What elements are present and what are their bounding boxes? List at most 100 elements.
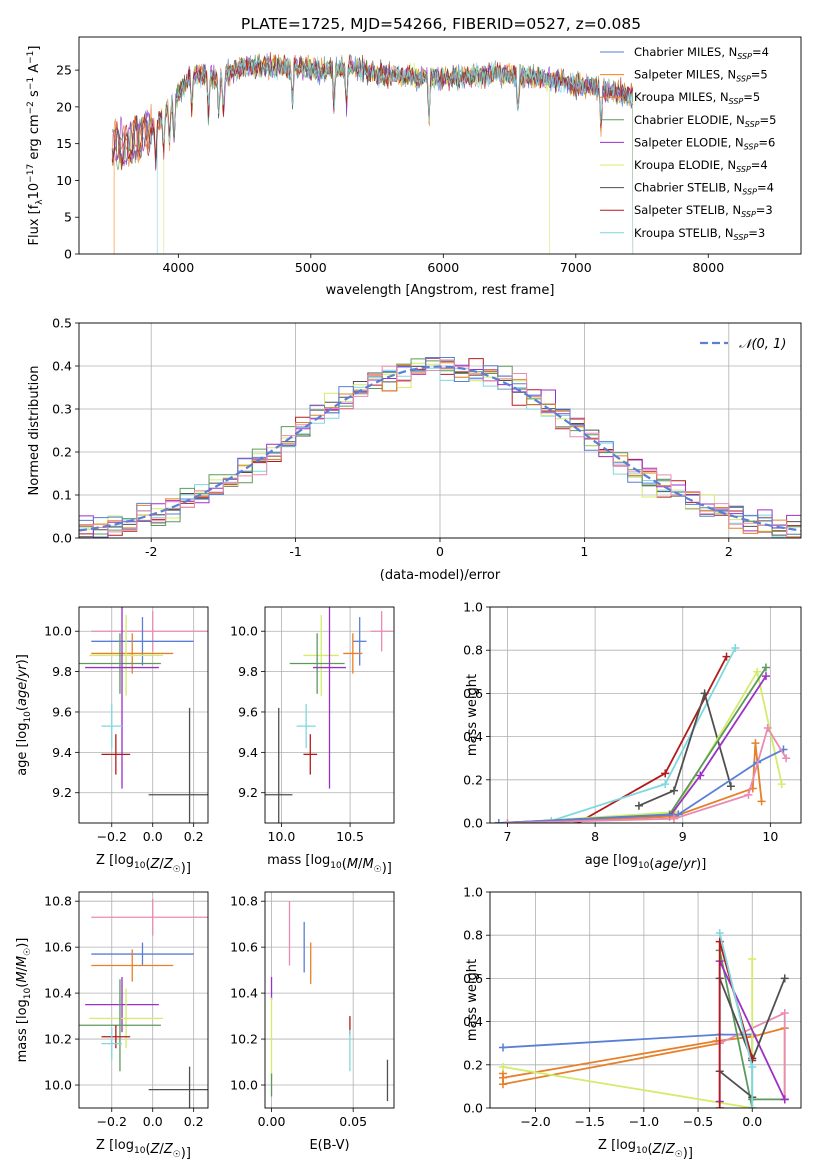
x-axis-label-part: (data-model)/error xyxy=(380,568,501,583)
errorbar-point xyxy=(89,615,163,696)
errorbar-points xyxy=(79,898,208,1108)
legend-entry: Kroupa ELODIE, NSSP=4 xyxy=(634,158,768,174)
legend-subscript: SSP xyxy=(741,210,756,219)
y-tick-label: 10 xyxy=(56,173,72,188)
legend-subscript: SSP xyxy=(742,188,757,197)
y-tick-label: 0.6 xyxy=(463,686,483,701)
y-tick-label: 0.0 xyxy=(463,816,483,831)
x-tick-label: 10.5 xyxy=(336,829,364,844)
x-axis-label-part: Z xyxy=(150,857,161,872)
y-tick-label: 9.6 xyxy=(238,704,258,719)
legend-count: =4 xyxy=(751,158,768,172)
weight-line xyxy=(507,669,783,823)
y-axis-label-part: mass weight xyxy=(465,674,480,756)
x-tick-label: 0 xyxy=(436,544,444,559)
y-tick-label: 1.0 xyxy=(463,600,483,615)
y-tick-label: 10.2 xyxy=(230,1032,258,1047)
y-tick-label: 9.4 xyxy=(52,745,72,760)
axes-frame xyxy=(264,606,395,824)
y-axis-label: mass weight xyxy=(465,959,480,1041)
errorbar-point xyxy=(303,734,318,775)
weight-marker xyxy=(780,1095,789,1104)
x-axis-label-part: Z xyxy=(665,1142,676,1157)
y-axis-label-part: A xyxy=(27,64,42,77)
y-tick-label: 0 xyxy=(64,247,72,262)
x-axis-label-part: E(B-V) xyxy=(309,1138,349,1153)
spectrum-lines xyxy=(111,52,634,254)
errorbar-point xyxy=(85,977,159,1033)
y-tick-label: 0.5 xyxy=(52,316,72,331)
legend-entry: Kroupa MILES, NSSP=5 xyxy=(634,90,760,106)
legend-label: Chabrier ELODIE, N xyxy=(634,113,745,127)
errorbar-point xyxy=(101,1025,131,1049)
y-tick-label: 10.6 xyxy=(230,940,258,955)
legend-subscript: SSP xyxy=(744,142,759,151)
x-axis-label-part: )] xyxy=(696,857,706,872)
weight-lines xyxy=(499,929,789,1108)
y-tick-label: 0.2 xyxy=(52,445,72,460)
y-axis-label-part: −2 xyxy=(26,101,36,114)
errorbar-point xyxy=(352,617,367,666)
y-tick-label: 5 xyxy=(64,210,72,225)
axes-frame xyxy=(78,606,209,824)
x-axis-label-part: ( xyxy=(649,857,654,872)
x-tick-label: 7 xyxy=(504,829,512,844)
errorbar-point xyxy=(313,607,346,789)
errorbar-point xyxy=(289,633,345,694)
y-axis-label-part: 10 xyxy=(23,711,33,723)
y-tick-label: 0.1 xyxy=(52,488,72,503)
errorbar-point xyxy=(91,942,194,966)
x-axis-label-part: Z xyxy=(163,1142,174,1157)
weight-marker xyxy=(761,663,770,672)
legend-entry: Chabrier STELIB, NSSP=4 xyxy=(634,181,774,197)
x-tick-label: 0.05 xyxy=(339,1114,367,1129)
legend-entry: Salpeter MILES, NSSP=5 xyxy=(634,68,768,84)
y-axis-label-part: / xyxy=(15,677,30,682)
y-axis-label: Normed distribution xyxy=(27,366,42,496)
weight-marker xyxy=(661,769,670,778)
weight-marker xyxy=(499,1043,508,1052)
x-axis-label-part: ( xyxy=(647,1142,652,1157)
weight-marker xyxy=(757,797,766,806)
y-tick-label: 20 xyxy=(56,99,72,114)
legend-label: Salpeter MILES, N xyxy=(634,68,736,82)
y-tick-label: 10.0 xyxy=(44,1078,72,1093)
y-tick-label: 9.2 xyxy=(238,785,258,800)
errorbar-point xyxy=(148,707,208,823)
errorbar-point xyxy=(370,611,393,652)
errorbar-point xyxy=(303,615,340,696)
y-axis-label-part: M xyxy=(15,956,30,967)
x-axis-label-part: ☉ xyxy=(173,1150,181,1160)
legend-label: Kroupa STELIB, N xyxy=(634,226,734,240)
x-tick-label: 4000 xyxy=(162,260,194,275)
y-tick-label: 10.0 xyxy=(44,624,72,639)
x-axis-label-part: 10 xyxy=(134,1146,146,1156)
x-axis-label-part: M xyxy=(362,857,373,872)
errorbar-point xyxy=(101,734,131,775)
panel-residuals: -2 -1 0 1 2 0.0 0.1 0.2 0.3 0.4 0.5 𝒩(0, 1) (data-mo… xyxy=(27,316,802,583)
weight-marker xyxy=(731,644,740,653)
y-tick-label: 15 xyxy=(56,136,72,151)
y-tick-label: 10.4 xyxy=(44,986,72,1001)
y-axis-label-part: ] xyxy=(27,46,42,51)
axes-frame xyxy=(489,606,802,824)
y-axis-label-part: mass [log xyxy=(15,999,30,1062)
weight-line xyxy=(502,959,754,1108)
legend-subscript: SSP xyxy=(745,120,760,129)
weight-marker xyxy=(780,1008,789,1017)
y-axis-label-part: ( xyxy=(15,983,30,988)
x-tick-label: −1.0 xyxy=(629,1114,659,1129)
x-axis-label-part: wavelength [Angstrom, rest frame] xyxy=(326,283,555,298)
weight-line xyxy=(498,675,767,823)
x-axis-label-part: ☉ xyxy=(173,865,181,875)
x-axis-label-part: )] xyxy=(181,1146,191,1161)
x-axis-label: Z [log10(Z/Z☉)] xyxy=(96,1138,191,1161)
y-tick-label: 10.0 xyxy=(230,1078,258,1093)
x-axis-label-part: ( xyxy=(145,1142,150,1157)
axes-frame xyxy=(78,322,802,539)
y-tick-label: 0.0 xyxy=(52,531,72,546)
panel-mass_vs_EBV: 0.00 0.05 10.0 10.2 10.4 10.6 10.8 E(B-V) xyxy=(230,891,395,1153)
